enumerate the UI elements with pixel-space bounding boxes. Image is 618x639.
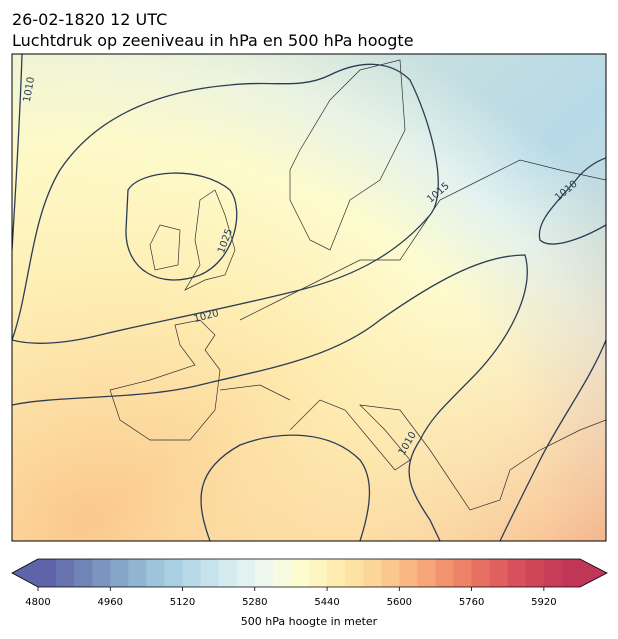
color-segment — [164, 559, 184, 587]
color-segment — [309, 559, 328, 587]
color-segment — [363, 559, 382, 587]
isobar — [200, 434, 371, 541]
color-segment — [146, 559, 165, 587]
color-segment — [218, 559, 238, 587]
tick-label: 5440 — [314, 597, 339, 608]
color-segment — [453, 559, 473, 587]
color-segment — [417, 559, 436, 587]
tick-label: 5760 — [459, 597, 484, 608]
color-segment — [182, 559, 202, 587]
color-segment — [92, 559, 111, 587]
extend-high — [580, 559, 607, 587]
isobar — [125, 172, 238, 281]
color-segment — [200, 559, 220, 587]
isobar — [12, 254, 528, 541]
color-segment — [561, 559, 581, 587]
map-frame — [11, 53, 607, 542]
color-segment — [525, 559, 545, 587]
color-segment — [110, 559, 129, 587]
extend-low — [12, 559, 38, 587]
colorbar-label: 500 hPa hoogte in meter — [241, 615, 378, 628]
colorbar: 4800 4960 5120 5280 5440 5600 5760 5920 — [11, 558, 608, 608]
color-segment — [507, 559, 527, 587]
tick-label: 4800 — [25, 597, 50, 608]
color-segment — [56, 559, 75, 587]
color-segment — [236, 559, 256, 587]
tick-label: 5600 — [387, 597, 412, 608]
color-segment — [399, 559, 418, 587]
color-segment — [38, 559, 57, 587]
isobar-label: 1010 — [22, 76, 37, 103]
color-segment — [471, 559, 491, 587]
title: Luchtdruk op zeeniveau in hPa en 500 hPa… — [12, 31, 414, 50]
isobar — [499, 339, 606, 541]
isobar — [538, 157, 606, 245]
color-segment — [381, 559, 400, 587]
isobar — [12, 63, 439, 344]
color-segment — [489, 559, 509, 587]
color-segment — [128, 559, 147, 587]
tick-label: 5280 — [242, 597, 267, 608]
title-date: 26-02-1820 12 UTC — [12, 10, 167, 29]
color-segment — [272, 559, 292, 587]
color-segment — [74, 559, 93, 587]
tick-label: 5920 — [531, 597, 556, 608]
color-segment — [327, 559, 346, 587]
coastline — [109, 59, 606, 511]
tick-label: 4960 — [98, 597, 123, 608]
tick-label: 5120 — [170, 597, 195, 608]
color-segment — [290, 559, 310, 587]
isobar — [12, 54, 23, 251]
color-segment — [435, 559, 455, 587]
color-segment — [543, 559, 563, 587]
color-segment — [254, 559, 274, 587]
colorbar-outline — [11, 558, 608, 588]
map — [12, 54, 606, 541]
color-segment — [345, 559, 364, 587]
